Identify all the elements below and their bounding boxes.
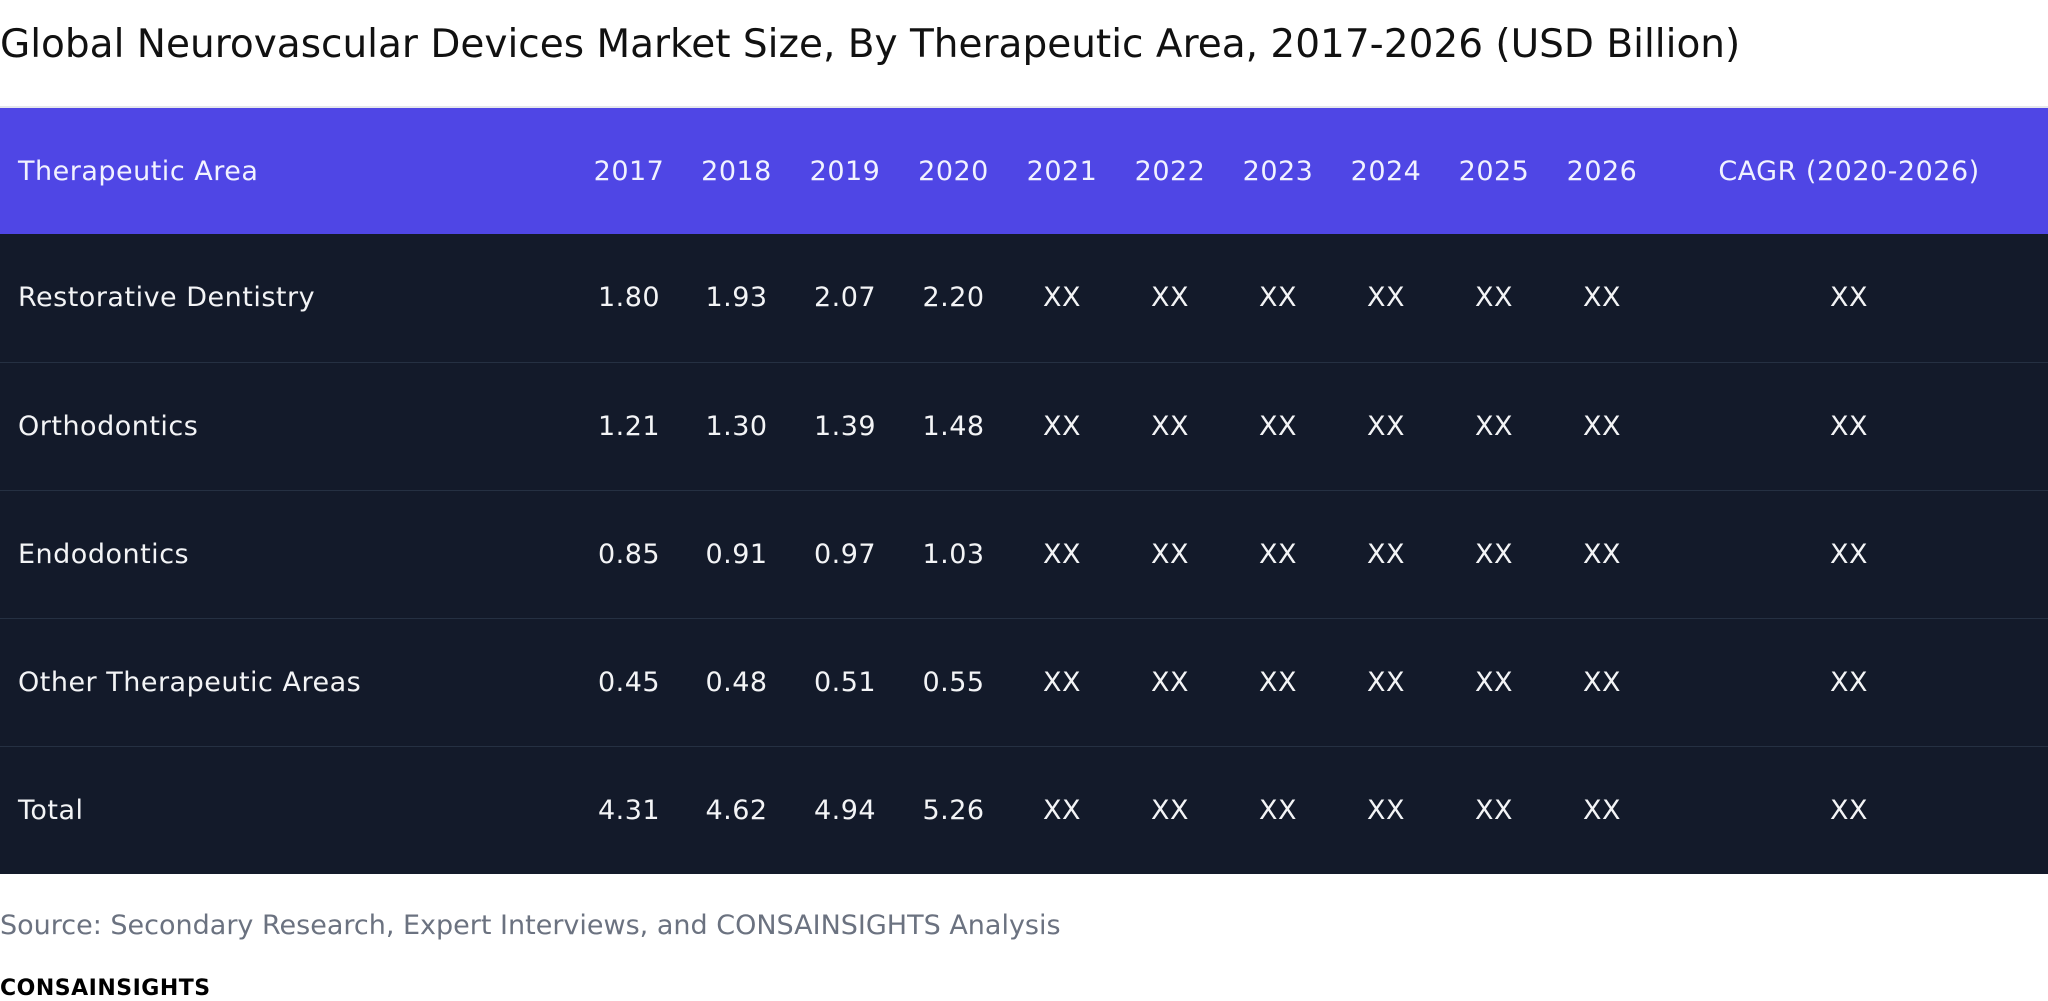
table-cell: XX — [1583, 410, 1621, 442]
table-cell: 1.93 — [705, 282, 768, 314]
chart-title: Global Neurovascular Devices Market Size… — [0, 22, 1741, 67]
header-2023: 2023 — [1242, 155, 1314, 187]
table-cell: 1.80 — [597, 282, 661, 314]
row-label: Total — [18, 794, 84, 826]
table-row: Orthodontics 1.21 1.30 1.39 1.48 XX XX XX XX XX XX… — [0, 362, 2048, 490]
header-2019: 2019 — [809, 155, 881, 187]
table-cell: XX — [1830, 410, 1868, 442]
table-cell: XX — [1151, 410, 1189, 442]
table-cell: 4.31 — [597, 794, 661, 826]
table-cell: XX — [1043, 666, 1081, 698]
table-cell: XX — [1475, 794, 1513, 826]
table-cell: 0.97 — [813, 538, 877, 570]
header-therapeutic-area: Therapeutic Area — [18, 155, 259, 187]
header-2020: 2020 — [918, 155, 989, 187]
table-row: Other Therapeutic Areas 0.45 0.48 0.51 0.55 X… — [0, 618, 2048, 746]
table-cell: 0.48 — [705, 666, 768, 698]
table-cell: XX — [1259, 282, 1297, 314]
header-cagr: CAGR (2020-2026) — [1718, 155, 1980, 187]
table-cell: XX — [1259, 666, 1297, 698]
row-label: Other Therapeutic Areas — [18, 666, 362, 698]
table-cell: XX — [1475, 282, 1513, 314]
header-2024: 2024 — [1350, 155, 1422, 187]
table-cell: 1.30 — [705, 410, 768, 442]
header-2026: 2026 — [1566, 155, 1638, 187]
table-cell: XX — [1475, 666, 1513, 698]
table-cell: XX — [1830, 538, 1868, 570]
table-cell: XX — [1583, 538, 1621, 570]
table-row: Endodontics 0.85 0.91 0.97 1.03 XX XX XX XX XX XX X… — [0, 490, 2048, 618]
table-cell: 1.03 — [922, 538, 985, 570]
table-cell: XX — [1259, 794, 1297, 826]
row-label: Orthodontics — [18, 410, 199, 442]
header-2021: 2021 — [1026, 155, 1098, 187]
table-cell: XX — [1367, 282, 1405, 314]
table-cell: XX — [1583, 282, 1621, 314]
table-cell: 2.20 — [922, 282, 985, 314]
table-cell: XX — [1259, 410, 1297, 442]
table-row: Total 4.31 4.62 4.94 5.26 XX XX XX XX XX XX XX — [0, 746, 2048, 874]
table-cell: XX — [1259, 538, 1297, 570]
table-cell: 0.45 — [597, 666, 661, 698]
header-2025: 2025 — [1458, 155, 1530, 187]
table-cell: XX — [1367, 538, 1405, 570]
table-cell: XX — [1151, 794, 1189, 826]
table-cell: XX — [1830, 282, 1868, 314]
table-cell: XX — [1830, 794, 1868, 826]
table-cell: XX — [1367, 794, 1405, 826]
header-2018: 2018 — [701, 155, 772, 187]
table-cell: 1.39 — [813, 410, 877, 442]
table-cell: 2.07 — [813, 282, 877, 314]
table-cell: 4.94 — [813, 794, 877, 826]
header-2022: 2022 — [1134, 155, 1206, 187]
market-size-table: Therapeutic Area 2017 2018 2019 2020 202… — [0, 108, 2048, 874]
table-cell: XX — [1583, 794, 1621, 826]
table-cell: 0.85 — [597, 538, 661, 570]
table-cell: 1.21 — [597, 410, 661, 442]
row-label: Endodontics — [18, 538, 190, 570]
header-2017: 2017 — [593, 155, 665, 187]
title-divider — [0, 106, 2048, 108]
brand-logo-text: CONSAINSIGHTS — [0, 976, 211, 1001]
table-cell: 1.48 — [922, 410, 985, 442]
table-cell: XX — [1043, 538, 1081, 570]
source-note: Source: Secondary Research, Expert Inter… — [0, 910, 1061, 941]
table-body: Restorative Dentistry 1.80 1.93 2.07 2.20 XX X… — [0, 234, 2048, 874]
table-cell: XX — [1830, 666, 1868, 698]
table-cell: XX — [1475, 538, 1513, 570]
table-cell: XX — [1043, 410, 1081, 442]
table-header-row: Therapeutic Area 2017 2018 2019 2020 202… — [0, 108, 2048, 234]
table-cell: 0.91 — [705, 538, 768, 570]
table-cell: XX — [1367, 410, 1405, 442]
table-cell: 5.26 — [922, 794, 985, 826]
table-cell: 0.55 — [922, 666, 985, 698]
table-cell: XX — [1151, 282, 1189, 314]
table-cell: XX — [1583, 666, 1621, 698]
table-cell: XX — [1151, 538, 1189, 570]
table-cell: XX — [1043, 282, 1081, 314]
table-cell: 4.62 — [705, 794, 768, 826]
table-cell: 0.51 — [813, 666, 877, 698]
row-label: Restorative Dentistry — [18, 282, 316, 314]
table-cell: XX — [1043, 794, 1081, 826]
table-cell: XX — [1475, 410, 1513, 442]
table-cell: XX — [1151, 666, 1189, 698]
table-cell: XX — [1367, 666, 1405, 698]
table-row: Restorative Dentistry 1.80 1.93 2.07 2.20 XX X… — [0, 234, 2048, 362]
